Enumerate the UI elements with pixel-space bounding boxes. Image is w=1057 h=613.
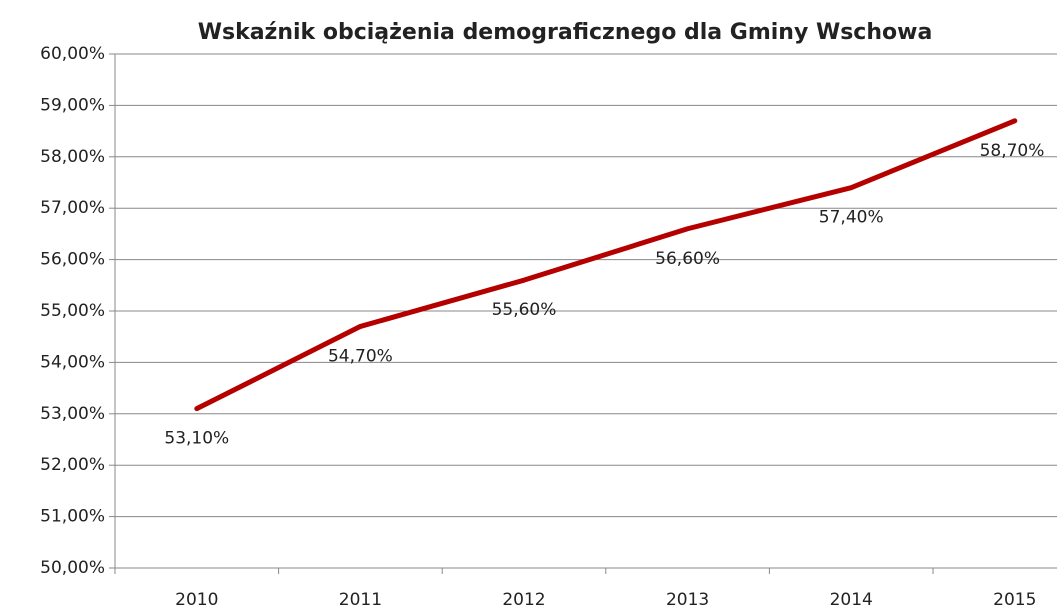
data-label: 58,70% — [980, 141, 1045, 161]
y-tick-label: 59,00% — [40, 95, 105, 115]
y-tick-label: 60,00% — [40, 44, 105, 64]
data-label: 53,10% — [164, 429, 229, 449]
y-tick-label: 56,00% — [40, 250, 105, 270]
x-tick-label: 2013 — [666, 590, 709, 610]
chart-title: Wskaźnik obciążenia demograficznego dla … — [198, 20, 933, 45]
data-label: 55,60% — [492, 300, 557, 320]
y-tick-label: 54,00% — [40, 352, 105, 372]
y-tick-label: 55,00% — [40, 301, 105, 321]
x-tick-label: 2010 — [175, 590, 218, 610]
data-label: 57,40% — [819, 208, 884, 228]
y-tick-label: 57,00% — [40, 198, 105, 218]
y-tick-label: 58,00% — [40, 147, 105, 167]
y-tick-label: 51,00% — [40, 507, 105, 527]
y-tick-label: 50,00% — [40, 558, 105, 578]
y-tick-label: 52,00% — [40, 455, 105, 475]
y-tick-label: 53,00% — [40, 404, 105, 424]
data-label: 54,70% — [328, 346, 393, 366]
data-line — [194, 118, 1018, 412]
data-label: 56,60% — [655, 249, 720, 269]
x-tick-label: 2015 — [993, 590, 1036, 610]
x-tick-label: 2011 — [339, 590, 382, 610]
x-tick-label: 2014 — [830, 590, 873, 610]
x-tick-label: 2012 — [502, 590, 545, 610]
